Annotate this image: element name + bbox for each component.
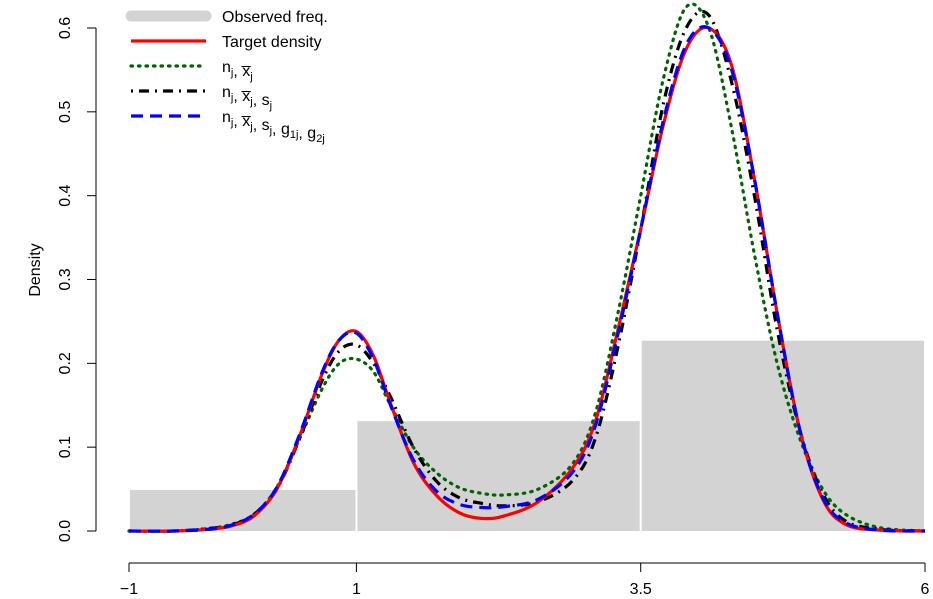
histogram-bar-2 bbox=[357, 421, 640, 531]
x-axis: −1 1 3.5 6 bbox=[120, 562, 930, 598]
y-axis: 0.0 0.1 0.2 0.3 0.4 0.5 0.6 bbox=[57, 17, 97, 542]
legend-label-2: Target density bbox=[222, 34, 322, 51]
x-tick-label-1: 1 bbox=[352, 581, 361, 598]
legend-label-1: Observed freq. bbox=[222, 9, 328, 26]
y-tick-label-4: 0.4 bbox=[57, 184, 74, 206]
x-tick-label-2: 3.5 bbox=[630, 581, 652, 598]
density-lines bbox=[127, 2, 927, 533]
series-line-4 bbox=[128, 25, 926, 533]
x-tick-label-3: 6 bbox=[921, 581, 930, 598]
y-axis-title: Density bbox=[27, 243, 44, 296]
y-tick-label-2: 0.2 bbox=[57, 352, 74, 374]
y-tick-label-6: 0.6 bbox=[57, 17, 74, 39]
legend-label-3: nj, x̅j bbox=[222, 59, 253, 83]
legend-label-4: nj, x̅j, sj bbox=[222, 84, 272, 112]
y-tick-label-5: 0.5 bbox=[57, 101, 74, 123]
legend-label-5: nj, x̅j, sj, g1j, g2j bbox=[222, 109, 325, 145]
histogram-bar-3 bbox=[641, 340, 924, 531]
histogram-bar-1 bbox=[130, 489, 356, 531]
y-tick-label-1: 0.1 bbox=[57, 436, 74, 458]
y-tick-label-3: 0.3 bbox=[57, 268, 74, 290]
y-tick-label-0: 0.0 bbox=[57, 520, 74, 542]
x-tick-label-0: −1 bbox=[120, 581, 138, 598]
